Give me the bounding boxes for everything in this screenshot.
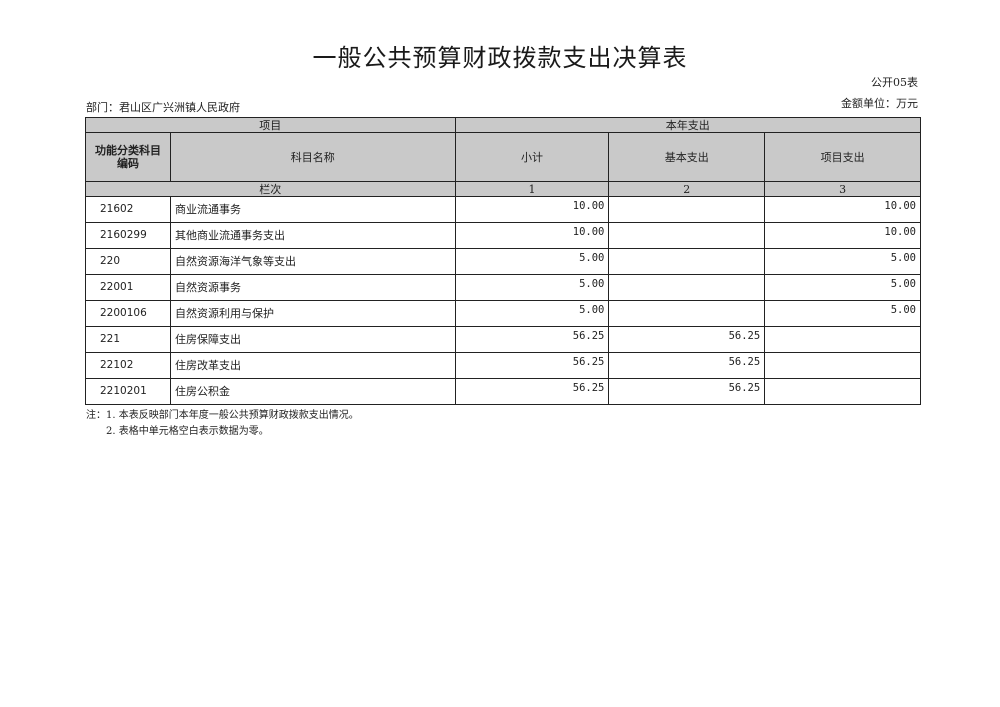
cell-name: 住房改革支出 [169, 352, 456, 379]
table-section: 项目 本年支出 功能分类科目编码 科目名称 小计 基本支出 项目支出 栏次 1 … [85, 117, 922, 440]
cell-project [764, 378, 921, 405]
cell-subtotal: 56.25 [454, 352, 610, 379]
cell-project: 10.00 [764, 222, 921, 249]
cell-name: 住房公积金 [169, 378, 456, 405]
note-1: 注：1. 本表反映部门本年度一般公共预算财政拨款支出情况。 [86, 410, 359, 421]
table-row: 21602 商业流通事务 10.00 10.00 [85, 196, 921, 223]
cell-code: 220 [85, 248, 171, 275]
cell-basic [608, 248, 766, 275]
cell-subtotal: 56.25 [454, 326, 610, 353]
header-project: 项目支出 [764, 132, 921, 182]
expenditure-table: 项目 本年支出 功能分类科目编码 科目名称 小计 基本支出 项目支出 栏次 1 … [85, 117, 922, 405]
notes: 注：1. 本表反映部门本年度一般公共预算财政拨款支出情况。 2. 表格中单元格空… [85, 408, 921, 440]
cell-subtotal: 5.00 [454, 248, 610, 275]
header-subtotal: 小计 [454, 132, 610, 182]
header-item: 项目 [85, 117, 456, 133]
cell-name: 住房保障支出 [169, 326, 456, 353]
cell-project: 5.00 [764, 248, 921, 275]
header-current-year: 本年支出 [454, 117, 922, 133]
cell-code: 2160299 [85, 222, 171, 249]
cell-project [764, 326, 921, 353]
cell-basic [608, 196, 766, 223]
header-name: 科目名称 [169, 132, 456, 182]
header-column-index: 栏次 [85, 181, 456, 197]
cell-code: 22102 [85, 352, 171, 379]
cell-subtotal: 5.00 [454, 274, 610, 301]
cell-project: 5.00 [764, 300, 921, 327]
cell-basic: 56.25 [608, 378, 766, 405]
page-title: 一般公共预算财政拨款支出决算表 [312, 44, 688, 72]
cell-subtotal: 5.00 [454, 300, 610, 327]
department-label: 部门：君山区广兴洲镇人民政府 [86, 101, 240, 114]
cell-basic [608, 274, 766, 301]
cell-code: 221 [85, 326, 171, 353]
cell-code: 2210201 [85, 378, 171, 405]
note-2: 2. 表格中单元格空白表示数据为零。 [106, 426, 269, 437]
unit-label: 金额单位：万元 [841, 97, 918, 110]
header-col1: 1 [454, 181, 610, 197]
table-row: 22102 住房改革支出 56.25 56.25 [85, 352, 921, 379]
cell-basic: 56.25 [608, 326, 766, 353]
table-row: 220 自然资源海洋气象等支出 5.00 5.00 [85, 248, 921, 275]
table-row: 2210201 住房公积金 56.25 56.25 [85, 378, 921, 405]
table-row: 2200106 自然资源利用与保护 5.00 5.00 [85, 300, 921, 327]
cell-basic [608, 300, 766, 327]
header-basic: 基本支出 [608, 132, 766, 182]
header-code: 功能分类科目编码 [85, 132, 171, 182]
cell-name: 商业流通事务 [169, 196, 456, 223]
cell-project: 5.00 [764, 274, 921, 301]
header-col2: 2 [608, 181, 766, 197]
cell-name: 自然资源海洋气象等支出 [169, 248, 456, 275]
table-number: 公开05表 [871, 76, 918, 89]
header-col3: 3 [764, 181, 921, 197]
cell-basic [608, 222, 766, 249]
cell-project: 10.00 [764, 196, 921, 223]
cell-subtotal: 10.00 [454, 196, 610, 223]
cell-code: 21602 [85, 196, 171, 223]
cell-subtotal: 56.25 [454, 378, 610, 405]
cell-name: 自然资源事务 [169, 274, 456, 301]
cell-project [764, 352, 921, 379]
cell-code: 22001 [85, 274, 171, 301]
cell-code: 2200106 [85, 300, 171, 327]
table-row: 22001 自然资源事务 5.00 5.00 [85, 274, 921, 301]
cell-name: 其他商业流通事务支出 [169, 222, 456, 249]
cell-name: 自然资源利用与保护 [169, 300, 456, 327]
cell-subtotal: 10.00 [454, 222, 610, 249]
cell-basic: 56.25 [608, 352, 766, 379]
table-row: 221 住房保障支出 56.25 56.25 [85, 326, 921, 353]
table-row: 2160299 其他商业流通事务支出 10.00 10.00 [85, 222, 921, 249]
